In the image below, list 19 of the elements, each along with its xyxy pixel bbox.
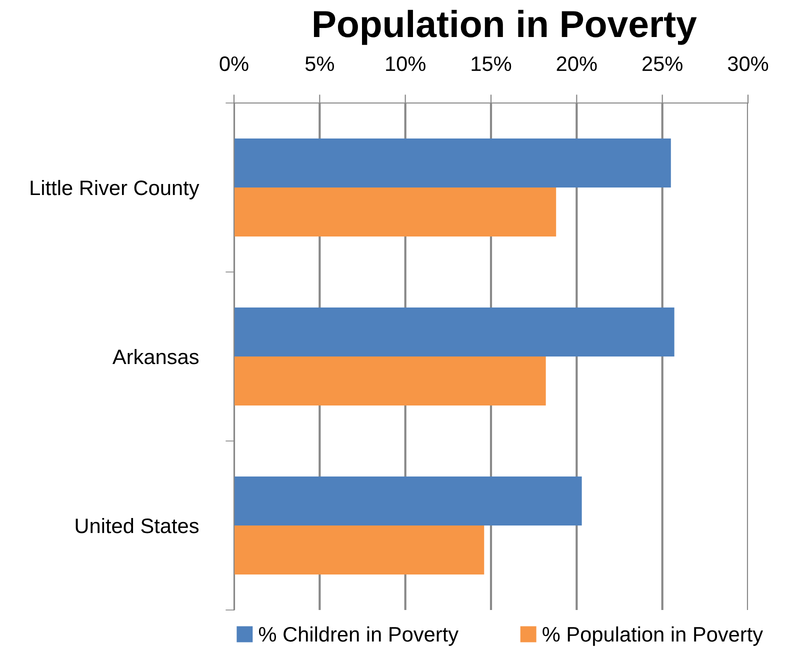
bar (234, 188, 556, 237)
bar (234, 307, 674, 356)
x-tick-label: 5% (305, 56, 334, 72)
bar (234, 526, 484, 575)
bar (234, 476, 582, 526)
x-tick-label: 30% (728, 56, 768, 72)
legend-label: % Children in Poverty (258, 626, 459, 646)
bar (234, 356, 546, 406)
bar (234, 138, 671, 188)
chart-title: Population in Poverty (314, 10, 697, 45)
x-tick-label: 0% (220, 56, 248, 72)
x-tick-label: 25% (642, 56, 682, 72)
y-tick-label: United States (76, 518, 199, 534)
y-tick-label: Little River County (30, 180, 200, 200)
x-tick-label: 20% (556, 56, 597, 72)
legend-label: % Population in Poverty (542, 626, 764, 646)
y-tick-label: Arkansas (112, 348, 199, 364)
x-tick-label: 10% (386, 56, 426, 72)
x-tick-label: 15% (472, 56, 512, 72)
